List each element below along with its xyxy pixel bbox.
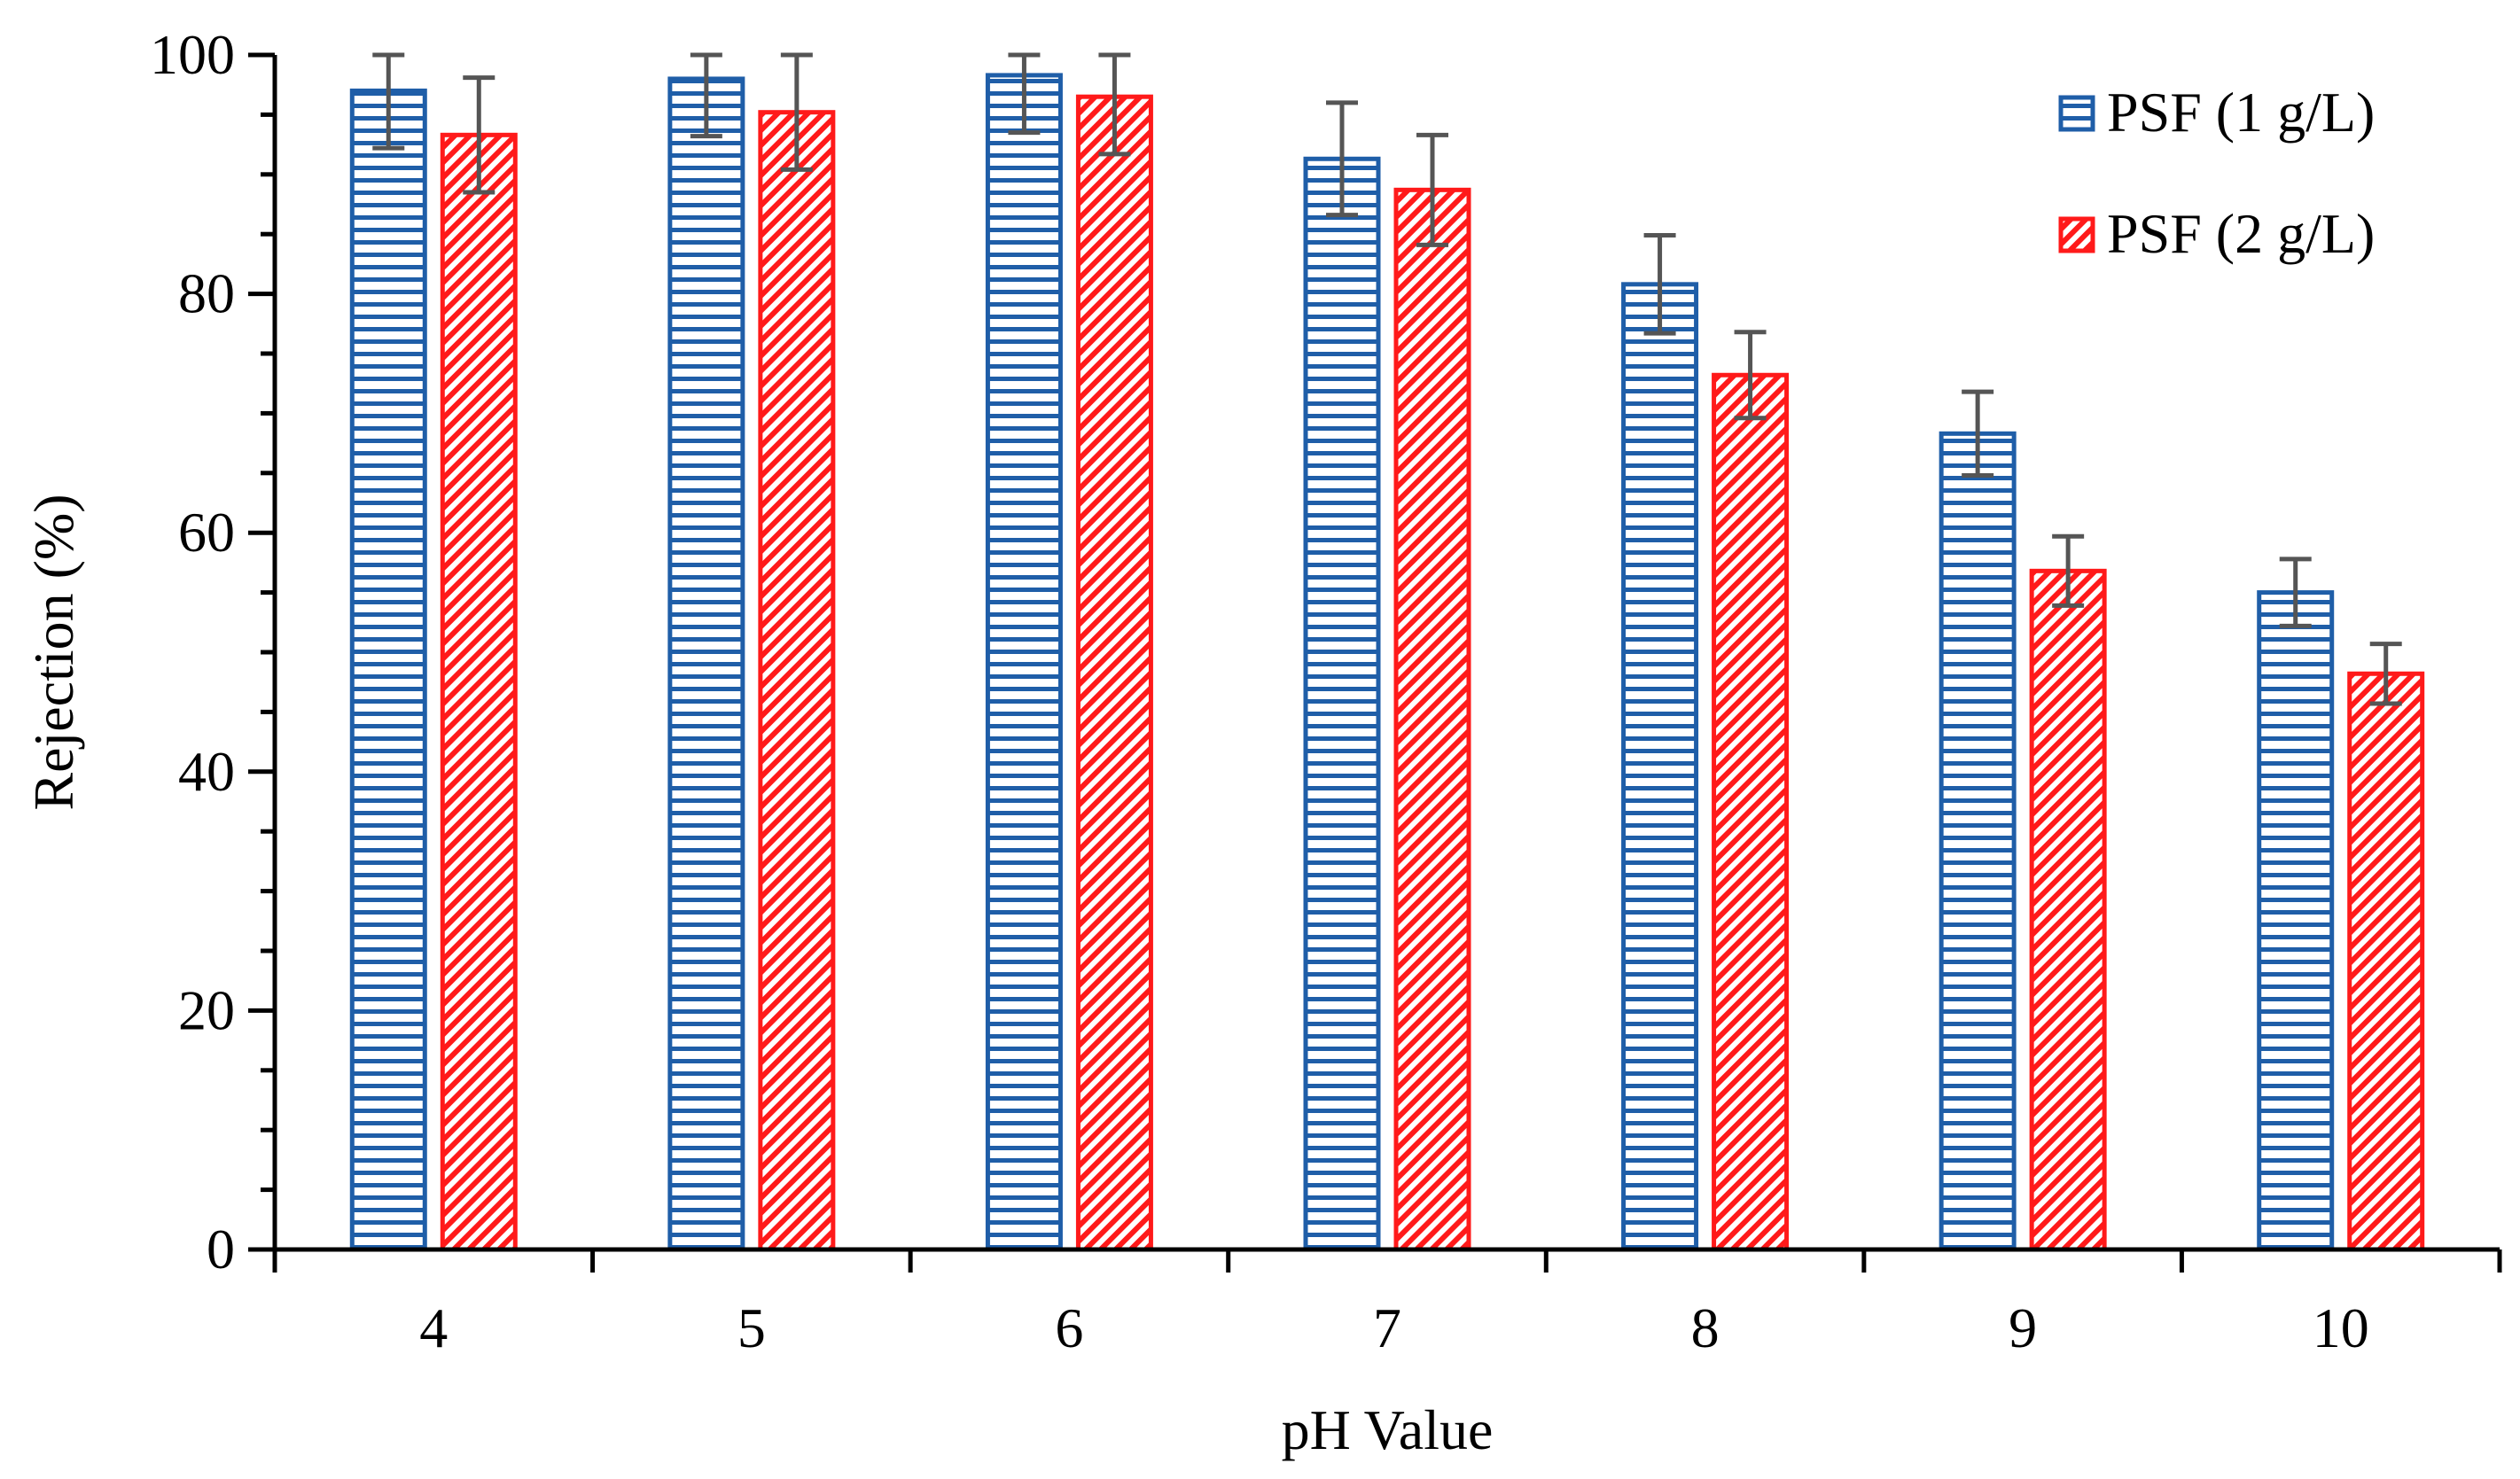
legend-swatch-psf-1-g-l: [2058, 95, 2095, 132]
bar-psf-1-g-l-ph-7: [1303, 156, 1381, 1252]
y-tick-label: 80: [178, 262, 235, 325]
bar-psf-2-g-l-ph-5: [758, 110, 836, 1252]
x-tick-label-8: 8: [1691, 1296, 1720, 1359]
x-tick-label-9: 9: [2009, 1296, 2037, 1359]
bar-psf-2-g-l-ph-6: [1075, 94, 1153, 1252]
x-axis-title: pH Value: [1282, 1398, 1494, 1461]
legend-swatch-psf-2-g-l: [2058, 216, 2095, 253]
bar-psf-1-g-l-ph-6: [985, 73, 1063, 1252]
bar-psf-1-g-l-ph-4: [349, 88, 427, 1252]
bar-psf-2-g-l-ph-9: [2029, 568, 2107, 1252]
labels-layer: 0 20 40 60 80 100 4 5 6 7 8 9 10 pH Value Rejection (%…: [22, 23, 2369, 1461]
legend-label-psf-2-g-l: PSF (2 g/L): [2107, 202, 2375, 265]
bar-psf-1-g-l-ph-9: [1939, 431, 2017, 1252]
y-tick-label: 100: [150, 23, 235, 86]
x-tick-label-7: 7: [1373, 1296, 1401, 1359]
bar-psf-1-g-l-ph-5: [667, 76, 745, 1252]
y-tick-label: 0: [207, 1218, 235, 1281]
error-bars-layer: [372, 52, 2402, 706]
bar-psf-2-g-l-ph-10: [2347, 671, 2425, 1252]
x-tick-label-4: 4: [419, 1296, 448, 1359]
y-tick-label: 20: [178, 978, 235, 1041]
y-tick-label: 60: [178, 501, 235, 564]
y-tick-label: 40: [178, 740, 235, 803]
axes-layer: [248, 52, 2502, 1273]
x-tick-label-6: 6: [1055, 1296, 1083, 1359]
bar-psf-1-g-l-ph-10: [2257, 590, 2335, 1252]
bar-psf-2-g-l-ph-4: [440, 132, 518, 1252]
bar-psf-2-g-l-ph-7: [1393, 187, 1471, 1252]
legend-label-psf-1-g-l: PSF (1 g/L): [2107, 81, 2375, 144]
bar-psf-1-g-l-ph-8: [1621, 282, 1699, 1252]
x-tick-label-5: 5: [737, 1296, 766, 1359]
y-axis-title: Rejection (%): [22, 494, 85, 810]
legend: PSF (1 g/L) PSF (2 g/L): [2058, 81, 2375, 265]
x-tick-label-10: 10: [2313, 1296, 2369, 1359]
bar-psf-2-g-l-ph-8: [1712, 372, 1790, 1252]
